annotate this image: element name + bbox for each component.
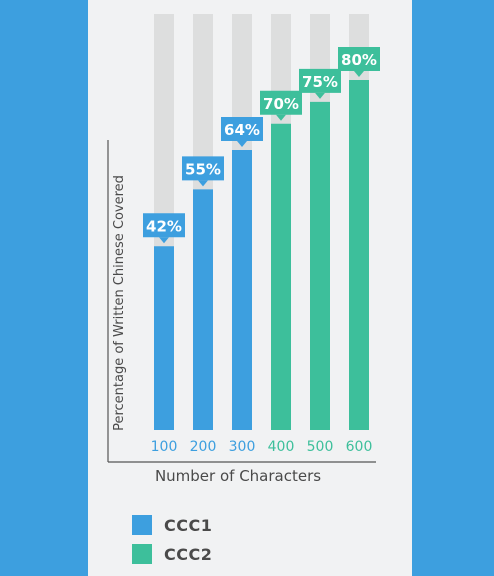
data-label-pointer [315,92,325,99]
data-label-100: 42% [143,213,185,244]
x-tick-label-300: 300 [229,439,256,455]
data-label-pointer [237,141,247,147]
x-tick-label-200: 200 [190,439,217,455]
x-tick-label-500: 500 [307,439,334,455]
data-label-pointer [198,180,208,187]
data-label-box [221,117,263,141]
data-label-text: 42% [146,217,182,235]
data-label-200: 55% [182,156,224,187]
bar-500 [310,101,330,430]
bar-200 [193,189,213,430]
y-axis-title: Percentage of Written Chinese Covered [112,175,127,431]
x-tick-label-400: 400 [268,439,295,455]
x-axis-title: Number of Characters [155,467,321,485]
data-label-600: 80% [338,47,380,77]
data-label-text: 55% [185,160,221,178]
bar-300 [232,150,252,430]
legend-swatch-ccc1 [132,515,152,535]
bar-600 [349,80,369,430]
legend-item-ccc2: CCC2 [132,542,212,566]
data-label-pointer [159,237,169,244]
data-label-400: 70% [260,90,302,121]
data-label-text: 75% [302,73,338,91]
legend-item-ccc1: CCC1 [132,513,212,537]
x-tick-label-600: 600 [346,439,373,455]
data-label-pointer [276,114,286,121]
bar-400 [271,123,291,430]
bar-100 [154,246,174,430]
data-label-box [143,213,185,238]
legend-label-ccc2: CCC2 [164,544,213,564]
data-label-box [338,47,380,71]
data-label-box [260,90,302,115]
legend-label-ccc1: CCC1 [164,515,213,535]
x-tick-label-100: 100 [151,439,178,455]
data-label-300: 64% [221,117,263,147]
data-label-text: 80% [341,51,377,69]
data-label-text: 70% [263,95,299,113]
data-label-pointer [354,71,364,77]
data-label-500: 75% [299,68,341,99]
data-label-box [299,68,341,93]
data-label-text: 64% [224,121,260,139]
legend-swatch-ccc2 [132,544,152,564]
data-label-box [182,156,224,181]
